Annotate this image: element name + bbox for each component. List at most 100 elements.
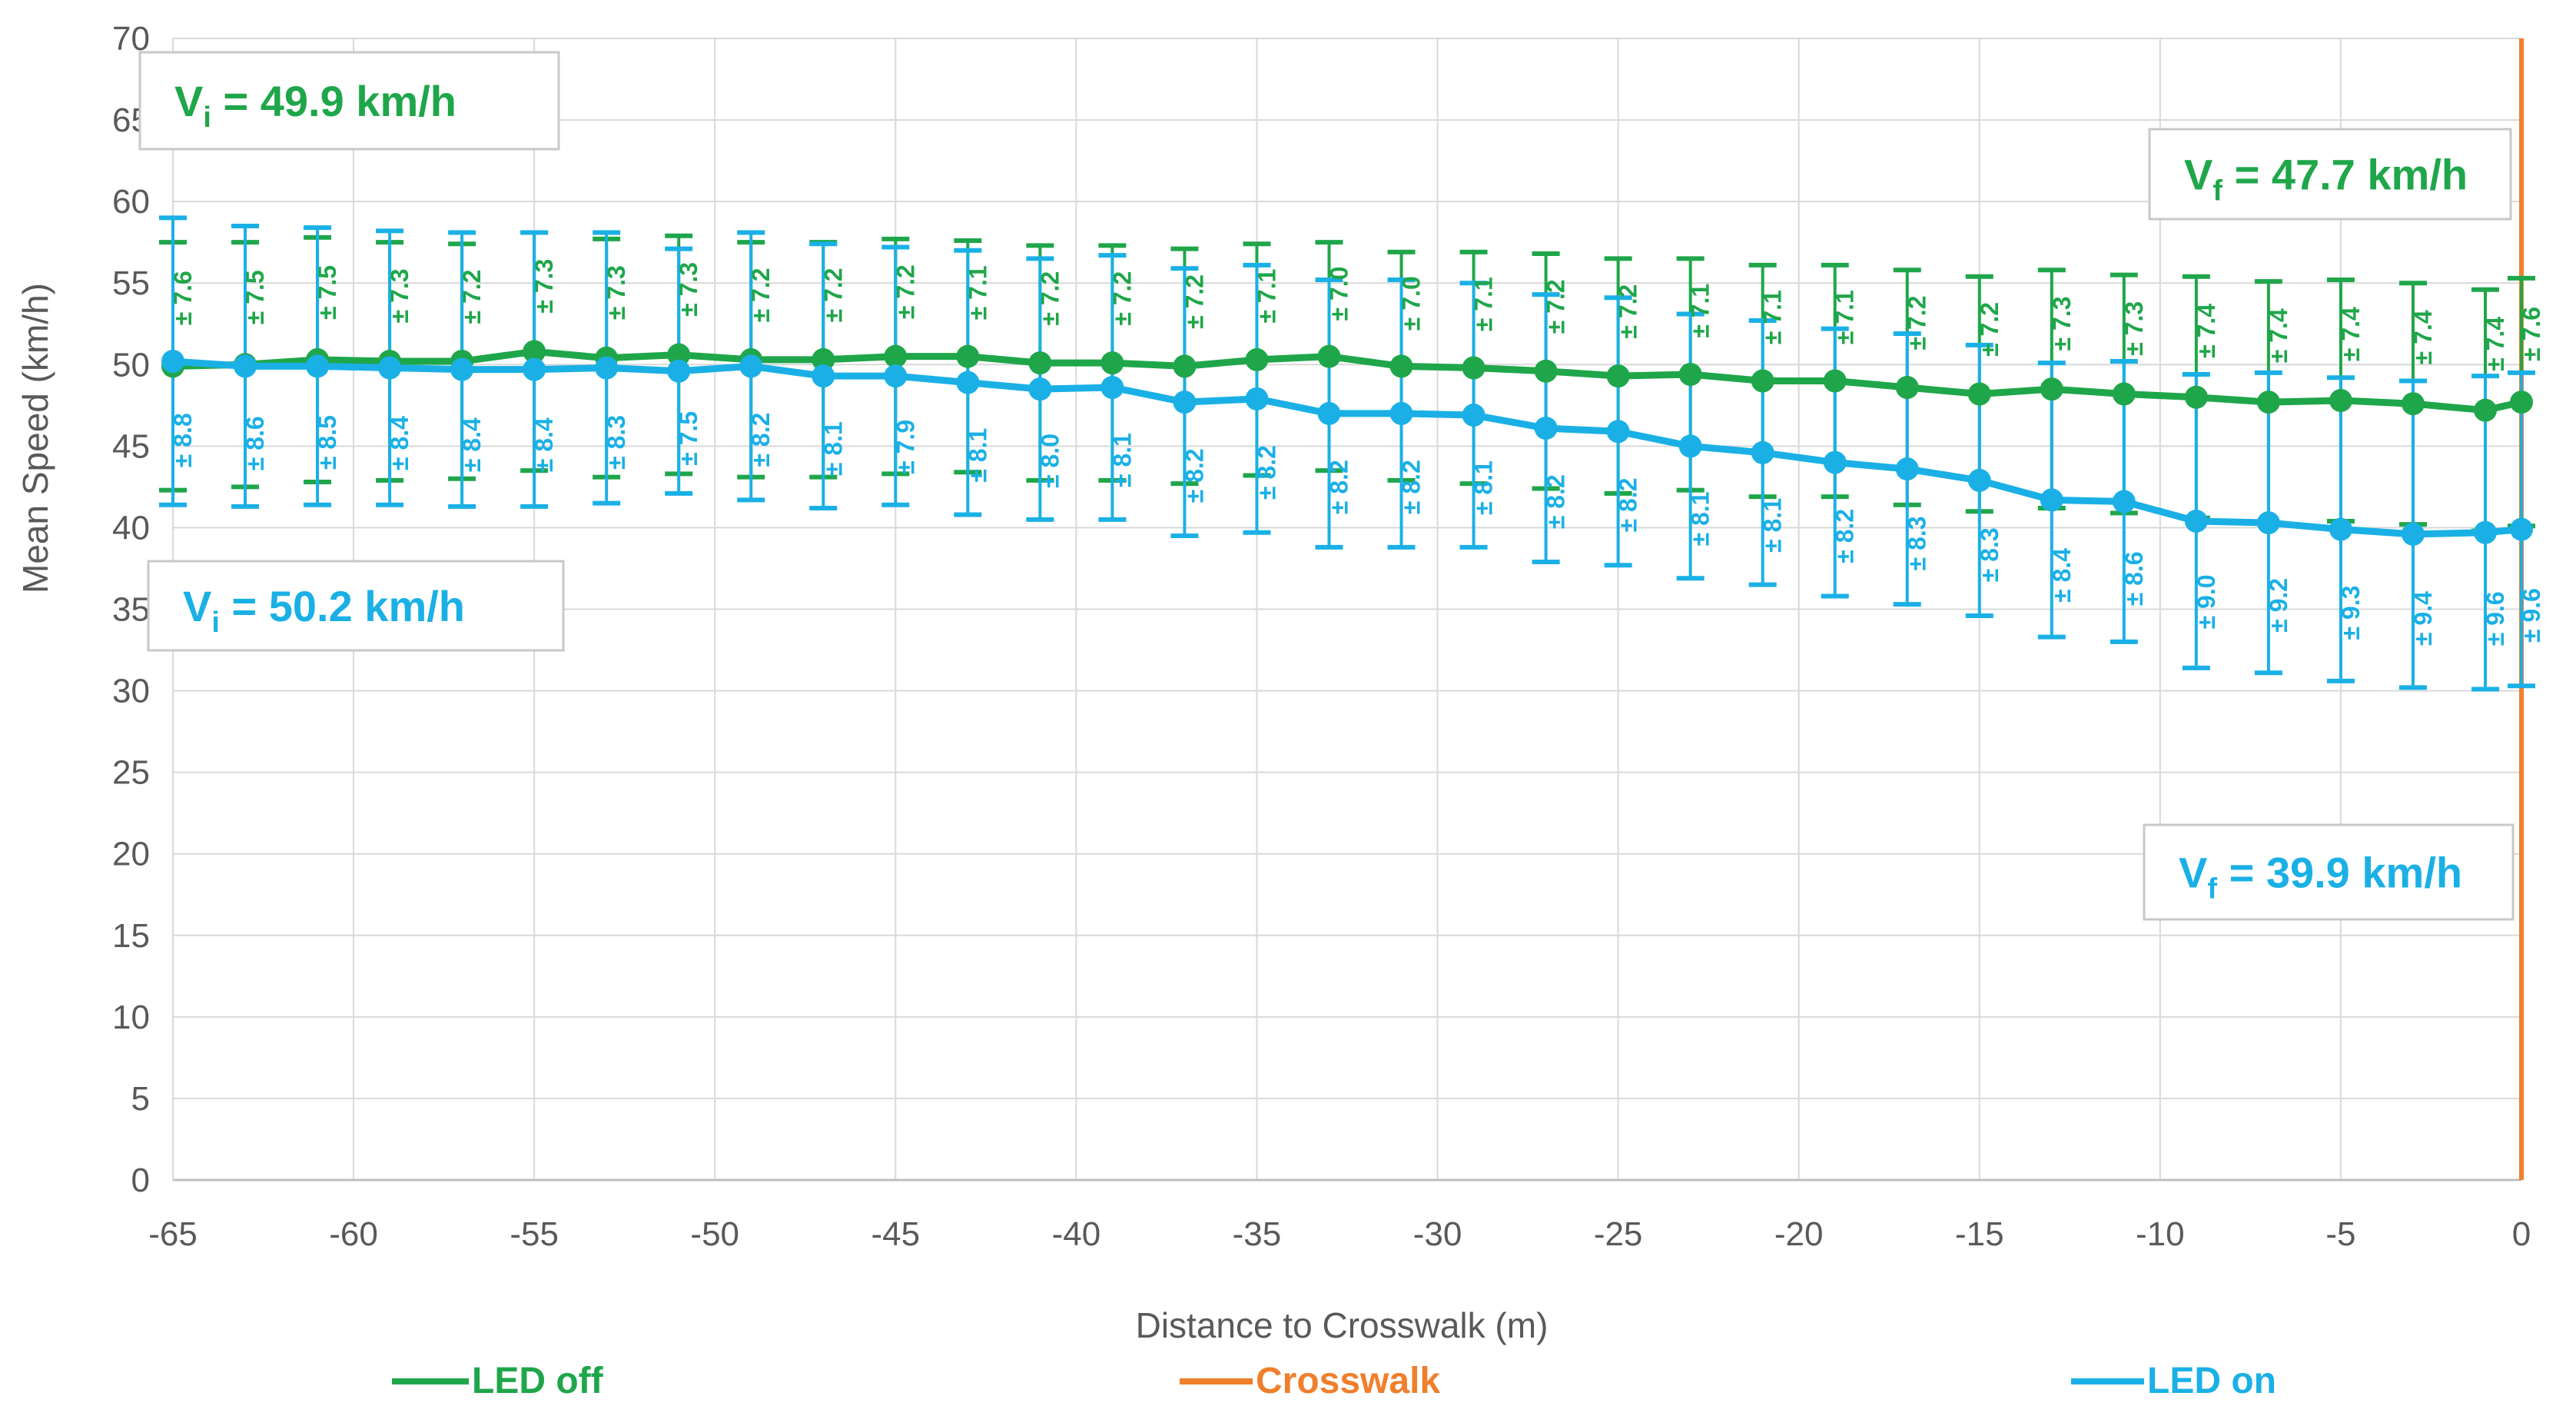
led-off-error-label: ± 7.2	[747, 268, 775, 322]
led-on-point	[739, 354, 763, 378]
led-off-point	[1895, 375, 1919, 399]
legend-label-crosswalk: Crosswalk	[1256, 1361, 1440, 1401]
led-off-point	[1245, 347, 1269, 371]
led-off-error-label: ± 7.4	[2409, 310, 2437, 364]
y-tick-label: 60	[112, 183, 150, 221]
led-on-point	[1245, 387, 1269, 411]
led-on-error-label: ± 9.3	[2337, 586, 2365, 640]
callout-box: Vf = 39.9 km/h	[2143, 823, 2515, 921]
led-on-error-label: ± 8.2	[1831, 509, 1859, 563]
y-tick-label: 55	[112, 264, 150, 302]
led-off-point	[1100, 351, 1124, 375]
led-off-point	[884, 344, 908, 368]
x-tick-label: -60	[329, 1215, 378, 1253]
y-tick-label: 15	[112, 917, 150, 955]
led-off-error-label: ± 7.1	[1831, 290, 1859, 344]
led-on-error-label: ± 9.0	[2193, 574, 2220, 629]
led-off-point	[1967, 382, 1991, 406]
led-off-error-label: ± 7.2	[1615, 284, 1642, 339]
led-on-error-label: ± 8.1	[819, 421, 847, 476]
led-off-error-label: ± 7.4	[2193, 304, 2220, 358]
led-on-error-label: ± 8.3	[1976, 527, 2003, 582]
x-tick-label: -65	[148, 1215, 198, 1253]
x-tick-label: -55	[510, 1215, 559, 1253]
led-off-error-label: ± 7.2	[1904, 296, 1931, 351]
led-off-point	[2401, 392, 2425, 416]
callout-label: Vf = 39.9 km/h	[2179, 849, 2462, 906]
led-on-point	[1823, 450, 1847, 474]
led-off-point	[2184, 385, 2208, 409]
led-off-error-label: ± 7.2	[1180, 274, 1208, 329]
y-tick-label: 40	[112, 509, 150, 547]
callout-frame	[138, 51, 560, 151]
led-off-line	[172, 347, 2522, 414]
led-off-error-label: ± 7.2	[1542, 279, 1570, 334]
led-on-point	[1173, 391, 1197, 414]
led-off-error-label: ± 7.6	[169, 271, 197, 325]
led-on-point	[1895, 457, 1919, 481]
led-on-error-label: ± 8.3	[603, 415, 630, 470]
led-off-point	[2510, 391, 2533, 414]
led-off-error-label: ± 7.1	[1687, 284, 1715, 338]
led-off-error-label: ± 7.3	[386, 268, 413, 323]
led-on-error-label: ± 8.4	[458, 417, 486, 472]
led-on-point	[1028, 377, 1052, 401]
x-tick-label: -40	[1052, 1215, 1101, 1253]
led-on-error-label: ± 8.2	[1615, 477, 1642, 532]
led-off-error-label: ± 7.1	[1470, 277, 1498, 331]
led-off-point	[1606, 364, 1630, 388]
led-on-error-label: ± 9.6	[2518, 588, 2545, 643]
led-on-point	[1678, 434, 1702, 458]
led-on-error-label: ± 8.2	[1325, 460, 1353, 514]
led-on-point	[595, 356, 619, 380]
led-on-point	[234, 354, 257, 378]
led-off-point	[2040, 377, 2063, 401]
led-on-error-label: ± 8.8	[169, 413, 197, 467]
callout-box: Vi = 50.2 km/h	[147, 560, 565, 652]
led-on-point	[2184, 509, 2208, 533]
led-off-error-label: ± 7.0	[1398, 276, 1426, 331]
led-off-error-label: ± 7.2	[1976, 302, 2003, 357]
x-tick-label: -30	[1413, 1215, 1462, 1253]
led-on-error-label: ± 8.1	[1687, 491, 1715, 546]
led-on-point	[1389, 401, 1413, 425]
led-on-error-label: ± 8.4	[530, 417, 558, 472]
legend-item-crosswalk: Crosswalk	[1180, 1361, 1440, 1401]
y-tick-label: 30	[112, 673, 150, 710]
led-on-error-label: ± 8.2	[1180, 448, 1208, 503]
led-on-point	[2256, 511, 2280, 535]
led-on-point	[1317, 401, 1341, 425]
led-on-error-label: ± 9.2	[2265, 578, 2292, 633]
legend-label-led-off: LED off	[472, 1361, 604, 1401]
led-on-error-label: ± 8.3	[1904, 516, 1931, 570]
led-off-error-label: ± 7.2	[1036, 271, 1064, 326]
led-on-point	[523, 357, 546, 381]
led-on-point	[1534, 417, 1558, 440]
led-off-point	[1389, 354, 1413, 378]
led-on-point	[1606, 420, 1630, 444]
y-tick-label: 50	[112, 346, 150, 384]
led-on-error-label: ± 8.2	[1253, 445, 1280, 500]
x-tick-label: -35	[1233, 1215, 1282, 1253]
led-off-point	[2473, 398, 2497, 422]
callout-frame	[147, 560, 565, 652]
led-on-error-label: ± 9.6	[2481, 591, 2509, 646]
led-off-error-label: ± 7.2	[819, 268, 847, 322]
legend-label-led-on: LED on	[2147, 1361, 2276, 1401]
led-off-error-label: ± 7.3	[530, 259, 558, 314]
callout-label: Vi = 49.9 km/h	[174, 77, 456, 134]
callouts: Vi = 49.9 km/h Vf = 47.7 km/h Vi = 50.2 km…	[138, 51, 2515, 921]
led-on-point	[2510, 517, 2533, 541]
led-on-error-label: ± 8.5	[314, 415, 341, 470]
led-off-point	[1462, 356, 1486, 380]
led-on-error-label: ± 7.9	[891, 420, 919, 474]
led-off-point	[1173, 354, 1197, 378]
callout-label: Vf = 47.7 km/h	[2184, 151, 2468, 208]
legend-item-led-on: LED on	[2071, 1361, 2276, 1401]
y-tick-label: 0	[131, 1162, 150, 1199]
x-tick-label: -5	[2325, 1215, 2355, 1253]
led-on-error-label: ± 8.1	[1759, 498, 1787, 553]
led-on-error-label: ± 8.0	[1036, 434, 1064, 488]
